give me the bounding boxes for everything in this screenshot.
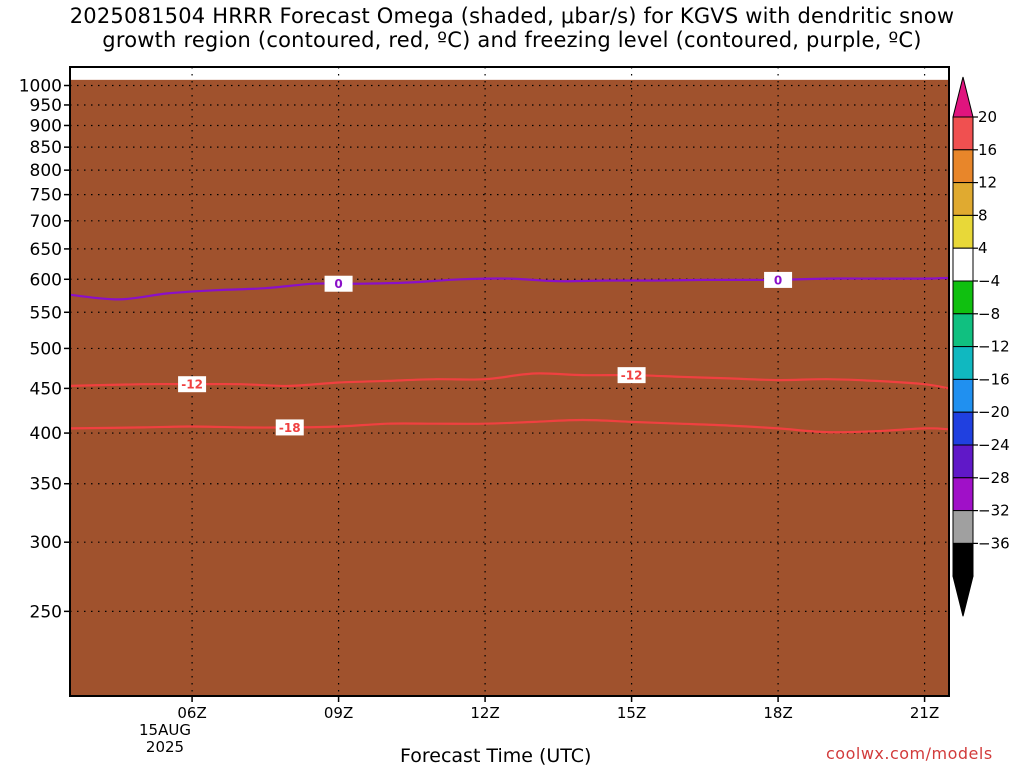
- title-line-1: 2025081504 HRRR Forecast Omega (shaded, …: [69, 4, 955, 28]
- contour-label-freezing_0-1: 0: [774, 273, 782, 287]
- contour-label-dgz_-12-1: -12: [621, 369, 643, 383]
- x-tick-label-18Z: 18Z: [763, 704, 792, 722]
- contour-label-dgz_-18-0: -18: [279, 421, 301, 435]
- x-tick-label-12Z: 12Z: [470, 704, 499, 722]
- contour-label-bg-dgz_-12-1: [617, 367, 646, 384]
- colorbar-segment-11: [952, 477, 974, 512]
- colorbar-label-3: 8: [978, 206, 988, 224]
- colorbar-segment-9: [952, 411, 974, 446]
- y-tick-label-400: 400: [30, 424, 62, 444]
- y-tick-label-350: 350: [30, 475, 62, 495]
- colorbar-label-1: 16: [978, 141, 997, 159]
- y-tick-label-250: 250: [30, 602, 62, 622]
- plot-frame: [69, 66, 950, 697]
- y-tick-label-650: 650: [30, 240, 62, 260]
- contour-label-freezing_0-0: 0: [334, 277, 342, 291]
- colorbar-bottom-arrow: [952, 575, 974, 617]
- colorbar-label-9: −20: [978, 403, 1010, 421]
- ground-layer: [70, 79, 949, 696]
- colorbar-segment-13: [952, 542, 974, 577]
- colorbar-label-13: −36: [978, 534, 1010, 552]
- colorbar: 20 16 12 8 4 −4 −8 −12 −16 −20 −24 −28 −32 −36: [952, 76, 1010, 617]
- contour-label-bg-freezing_0-0: [324, 275, 353, 292]
- colorbar-segment-6: [952, 313, 974, 348]
- x-tick-label-21Z: 21Z: [910, 704, 939, 722]
- chart-title: 2025081504 HRRR Forecast Omega (shaded, …: [0, 4, 1024, 52]
- colorbar-segment-8: [952, 378, 974, 413]
- colorbar-segment-0: [952, 116, 974, 151]
- y-tick-label-500: 500: [30, 339, 62, 359]
- contour-line-freezing_0: [70, 276, 949, 301]
- ground-bar: [70, 79, 949, 696]
- date-line-1: 15AUG: [139, 721, 191, 739]
- y-tick-label-550: 550: [30, 303, 62, 323]
- contour-label-bg-freezing_0-1: [764, 271, 793, 288]
- y-tick-label-450: 450: [30, 379, 62, 399]
- y-tick-label-950: 950: [30, 96, 62, 116]
- x-tick-label-06Z: 06Z: [177, 704, 206, 722]
- title-line-2: growth region (contoured, red, ºC) and f…: [102, 28, 922, 52]
- colorbar-segment-10: [952, 444, 974, 479]
- colorbar-segment-4: [952, 247, 974, 282]
- x-axis: 06Z 09Z 12Z 15Z 18Z 21Z: [177, 696, 939, 722]
- colorbar-label-0: 20: [978, 108, 997, 126]
- y-tick-label-1000: 1000: [19, 77, 62, 97]
- contour-label-bg-dgz_-12-0: [178, 376, 207, 393]
- colorbar-top-arrow: [952, 76, 974, 118]
- credit-text: coolwx.com/models: [826, 744, 993, 763]
- date-label: 15AUG 2025: [120, 722, 210, 756]
- colorbar-segment-1: [952, 149, 974, 184]
- x-tick-label-09Z: 09Z: [324, 704, 353, 722]
- colorbar-segment-7: [952, 346, 974, 380]
- contour-label-dgz_-12-0: -12: [181, 378, 203, 392]
- colorbar-label-10: −24: [978, 436, 1010, 454]
- contour-label-bg-dgz_-18-0: [275, 419, 304, 436]
- x-axis-label: Forecast Time (UTC): [400, 745, 592, 767]
- y-tick-label-800: 800: [30, 161, 62, 181]
- y-tick-label-700: 700: [30, 212, 62, 232]
- y-tick-label-900: 900: [30, 116, 62, 136]
- date-line-2: 2025: [145, 738, 185, 756]
- colorbar-label-7: −12: [978, 338, 1010, 356]
- colorbar-segment-3: [952, 214, 974, 249]
- contour-line-dgz_-12: [70, 372, 949, 390]
- x-tick-label-15Z: 15Z: [617, 704, 646, 722]
- colorbar-label-5: −4: [978, 272, 1000, 290]
- colorbar-label-11: −28: [978, 469, 1010, 487]
- colorbar-label-4: 4: [978, 239, 988, 257]
- y-tick-label-850: 850: [30, 138, 62, 158]
- colorbar-label-6: −8: [978, 305, 1000, 323]
- colorbar-segment-5: [952, 280, 974, 315]
- y-tick-label-300: 300: [30, 533, 62, 553]
- contour-layer: -18 -12 -12 0 0: [70, 271, 949, 436]
- y-axis: 2503003504004505005506006507007508008509…: [19, 77, 70, 622]
- colorbar-label-12: −32: [978, 502, 1010, 520]
- colorbar-segment-12: [952, 510, 974, 544]
- y-tick-label-600: 600: [30, 270, 62, 290]
- contour-line-dgz_-18: [70, 418, 949, 434]
- colorbar-segment-2: [952, 182, 974, 216]
- y-tick-label-750: 750: [30, 186, 62, 206]
- colorbar-label-2: 12: [978, 174, 997, 192]
- colorbar-label-8: −16: [978, 370, 1010, 388]
